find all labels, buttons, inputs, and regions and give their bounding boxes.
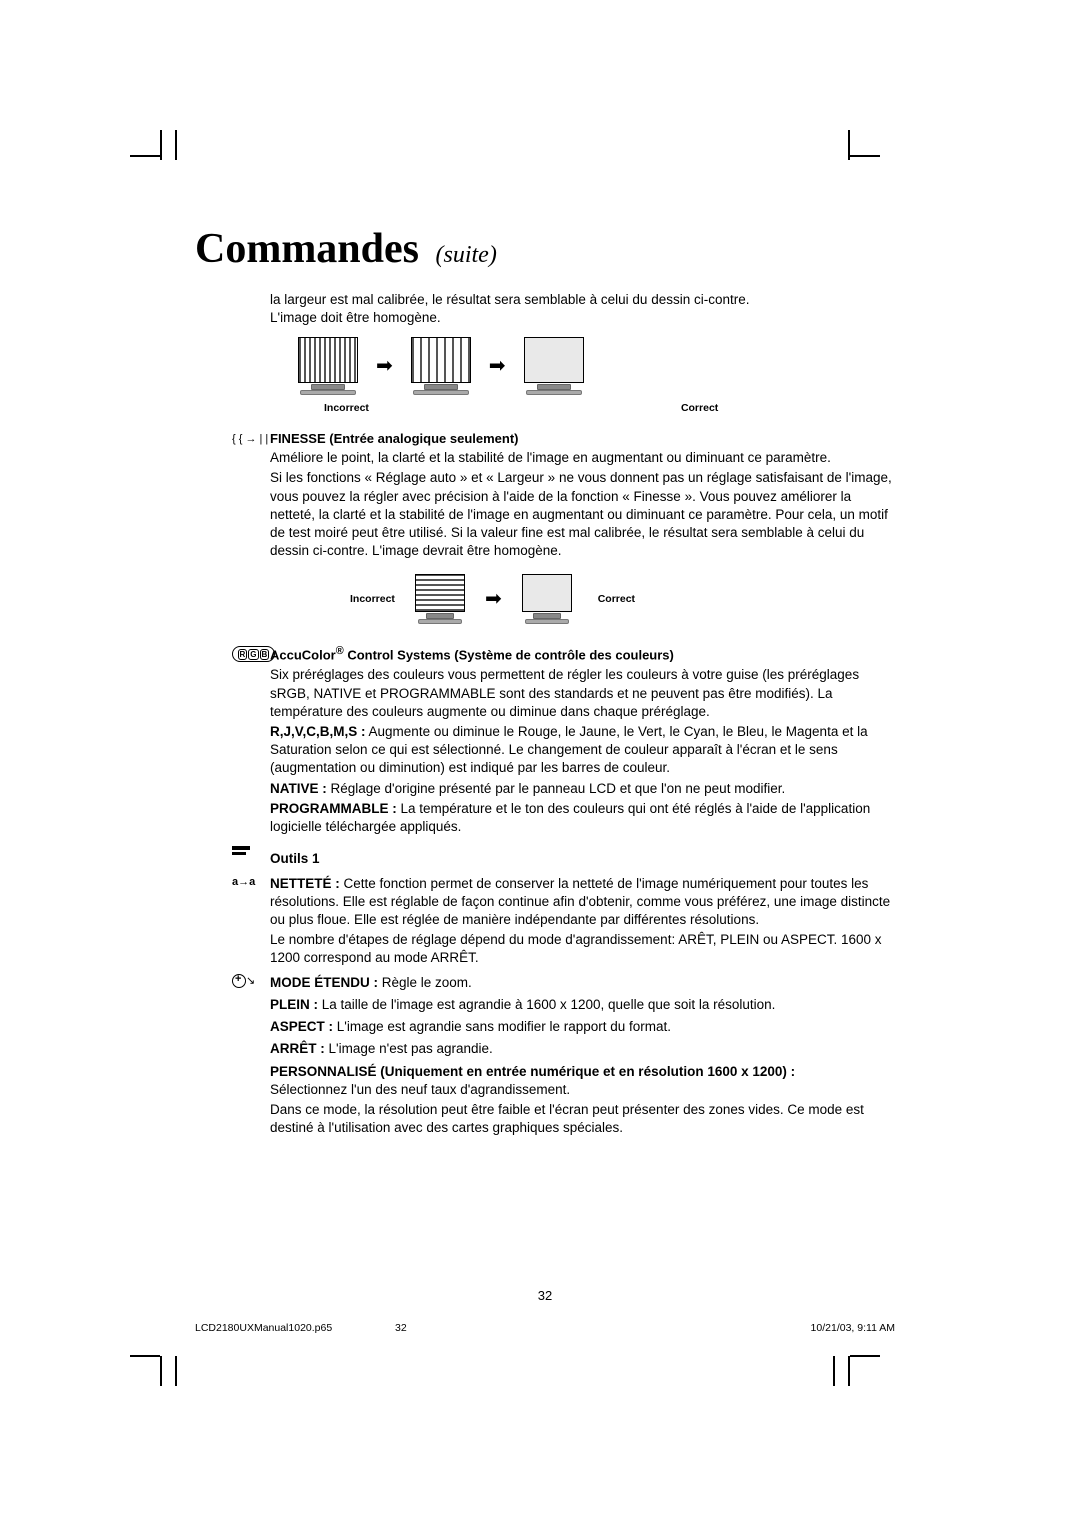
aspect-bold: ASPECT :	[270, 1019, 333, 1034]
label-correct: Correct	[598, 592, 635, 606]
label-correct: Correct	[681, 401, 718, 415]
mode-line: MODE ÉTENDU : Règle le zoom.	[270, 974, 895, 992]
tools-icon	[232, 842, 270, 863]
arrow-icon: ➡	[485, 586, 502, 613]
nettete-text: Cette fonction permet de conserver la ne…	[270, 876, 890, 927]
intro-line1: la largeur est mal calibrée, le résultat…	[270, 292, 749, 307]
footer: LCD2180UXManual1020.p65 32 10/21/03, 9:1…	[195, 1322, 895, 1334]
outils-section: Outils 1	[232, 842, 895, 868]
accucolor-rest: Control Systems (Système de contrôle des…	[344, 648, 674, 663]
footer-file: LCD2180UXManual1020.p65	[195, 1322, 395, 1334]
nettete-p2: Le nombre d'étapes de réglage dépend du …	[270, 931, 895, 967]
arrow-icon: ➡	[376, 353, 393, 380]
nettete-block: NETTETÉ : Cette fonction permet de conse…	[270, 875, 895, 930]
title-suffix: (suite)	[436, 242, 497, 268]
rjv-bold: R,J,V,C,B,M,S :	[270, 724, 366, 739]
plein-line: PLEIN : La taille de l'image est agrandi…	[270, 996, 895, 1014]
perso-p2: Dans ce mode, la résolution peut être fa…	[270, 1101, 895, 1137]
aspect-text: L'image est agrandie sans modifier le ra…	[333, 1019, 671, 1034]
monitor-correct-2	[522, 574, 572, 624]
intro-line2: L'image doit être homogène.	[270, 310, 441, 325]
perso-line: PERSONNALISÉ (Uniquement en entrée numér…	[270, 1063, 895, 1099]
label-incorrect: Incorrect	[324, 401, 369, 415]
native-bold: NATIVE :	[270, 781, 327, 796]
label-incorrect: Incorrect	[350, 592, 395, 606]
monitor-row-largeur: ➡ ➡	[298, 337, 895, 395]
accucolor-heading: AccuColor® Control Systems (Système de c…	[270, 644, 895, 664]
zoom-icon: ↘	[232, 972, 270, 989]
mode-bold: MODE ÉTENDU :	[270, 975, 378, 990]
accucolor-prefix: AccuColor	[270, 648, 336, 663]
perso-bold: PERSONNALISÉ (Uniquement en entrée numér…	[270, 1064, 795, 1079]
mode-text: Règle le zoom.	[378, 975, 472, 990]
accucolor-native: NATIVE : Réglage d'origine présenté par …	[270, 780, 895, 798]
prog-bold: PROGRAMMABLE :	[270, 801, 397, 816]
intro-text: la largeur est mal calibrée, le résultat…	[270, 291, 895, 327]
accucolor-p1: Six préréglages des couleurs vous permet…	[270, 666, 895, 721]
sharpness-icon: a→a	[232, 873, 270, 890]
page-content: Commandes (suite) la largeur est mal cal…	[195, 225, 895, 1137]
outils-heading: Outils 1	[270, 850, 895, 868]
mode-etendu-section: ↘ MODE ÉTENDU : Règle le zoom. PLEIN : L…	[232, 972, 895, 1138]
monitor-middle-1	[411, 337, 471, 395]
arret-text: L'image n'est pas agrandie.	[325, 1041, 493, 1056]
title-main: Commandes	[195, 226, 419, 272]
rgb-icon: RGB	[232, 644, 270, 662]
page-number: 32	[195, 1288, 895, 1303]
arret-line: ARRÊT : L'image n'est pas agrandie.	[270, 1040, 895, 1058]
footer-page: 32	[395, 1322, 435, 1334]
accucolor-section: RGB AccuColor® Control Systems (Système …	[232, 644, 895, 836]
nettete-bold: NETTETÉ :	[270, 876, 340, 891]
finesse-p1: Améliore le point, la clarté et la stabi…	[270, 449, 895, 467]
monitor-incorrect-1	[298, 337, 358, 395]
accucolor-rjv: R,J,V,C,B,M,S : Augmente ou diminue le R…	[270, 723, 895, 778]
arret-bold: ARRÊT :	[270, 1041, 325, 1056]
native-text: Réglage d'origine présenté par le pannea…	[327, 781, 785, 796]
monitor-correct-1	[524, 337, 584, 395]
content-body: la largeur est mal calibrée, le résultat…	[270, 291, 895, 1137]
finesse-section: { { → | | FINESSE (Entrée analogique seu…	[232, 430, 895, 561]
plein-bold: PLEIN :	[270, 997, 318, 1012]
plein-text: La taille de l'image est agrandie à 1600…	[318, 997, 775, 1012]
aspect-line: ASPECT : L'image est agrandie sans modif…	[270, 1018, 895, 1036]
finesse-heading: FINESSE (Entrée analogique seulement)	[270, 430, 895, 448]
nettete-section: a→a NETTETÉ : Cette fonction permet de c…	[232, 873, 895, 968]
monitor-row-finesse: Incorrect ➡ Correct	[350, 574, 895, 624]
finesse-p2: Si les fonctions « Réglage auto » et « L…	[270, 469, 895, 560]
arrow-icon: ➡	[489, 353, 506, 380]
perso-text: Sélectionnez l'un des neuf taux d'agrand…	[270, 1082, 570, 1097]
accucolor-prog: PROGRAMMABLE : La température et le ton …	[270, 800, 895, 836]
monitor-incorrect-2	[415, 574, 465, 624]
page-title: Commandes (suite)	[195, 225, 895, 273]
footer-timestamp: 10/21/03, 9:11 AM	[811, 1322, 895, 1334]
monitor-labels-1: Incorrect Correct	[298, 401, 895, 415]
finesse-icon: { { → | |	[232, 430, 270, 447]
